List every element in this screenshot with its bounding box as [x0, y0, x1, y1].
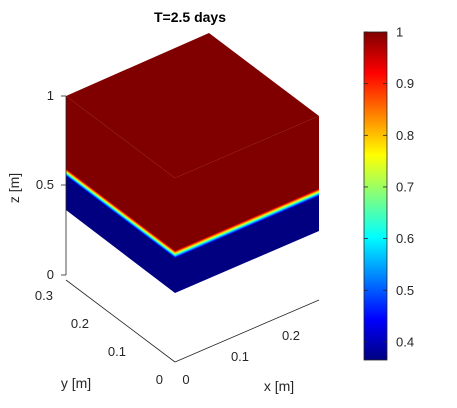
colorbar-tick-label: 0.9	[396, 76, 414, 91]
x-axis-line	[174, 299, 320, 363]
colorbar-tick-label: 1	[396, 25, 403, 40]
y-tick-0: 0	[156, 372, 163, 387]
chart-title: T=2.5 days	[154, 9, 226, 25]
y-tick-0.3: 0.3	[35, 288, 53, 303]
colorbar-tick-label: 0.5	[396, 283, 414, 298]
colorbar-gradient-bar	[363, 31, 388, 361]
y-tick-0.2: 0.2	[71, 316, 89, 331]
face-left-xz-plane	[66, 96, 175, 293]
colorbar-tick-label: 0.6	[396, 231, 414, 246]
x-axis: 0 0.1 0.2 x [m]	[174, 299, 320, 394]
face-top-plane	[66, 33, 319, 178]
colorbar: 0.4 0.5 0.6 0.7 0.8 0.9 1	[363, 25, 414, 361]
y-axis: 0.3 0.2 0.1 0 y [m]	[35, 279, 176, 391]
z-tick-1: 1	[47, 88, 54, 103]
face-right-yz-plane	[175, 116, 319, 293]
colorbar-tick-label: 0.8	[396, 128, 414, 143]
x-tick-0: 0	[182, 372, 189, 387]
colorbar-tick-label: 0.4	[396, 334, 414, 349]
y-axis-label: y [m]	[61, 375, 91, 391]
z-tick-0.5: 0.5	[36, 177, 54, 192]
x-tick-0.2: 0.2	[282, 328, 300, 343]
z-axis-label: z [m]	[6, 173, 22, 203]
z-axis: 0 0.5 1 z [m]	[6, 88, 66, 282]
x-axis-label: x [m]	[264, 378, 294, 394]
y-axis-line	[65, 279, 176, 363]
y-tick-0.1: 0.1	[108, 344, 126, 359]
z-tick-0: 0	[47, 267, 54, 282]
cube-plot	[65, 33, 319, 293]
colorbar-tick-label: 0.7	[396, 179, 414, 194]
x-tick-0.1: 0.1	[231, 349, 249, 364]
colorbar-ticks: 0.4 0.5 0.6 0.7 0.8 0.9 1	[364, 25, 414, 349]
